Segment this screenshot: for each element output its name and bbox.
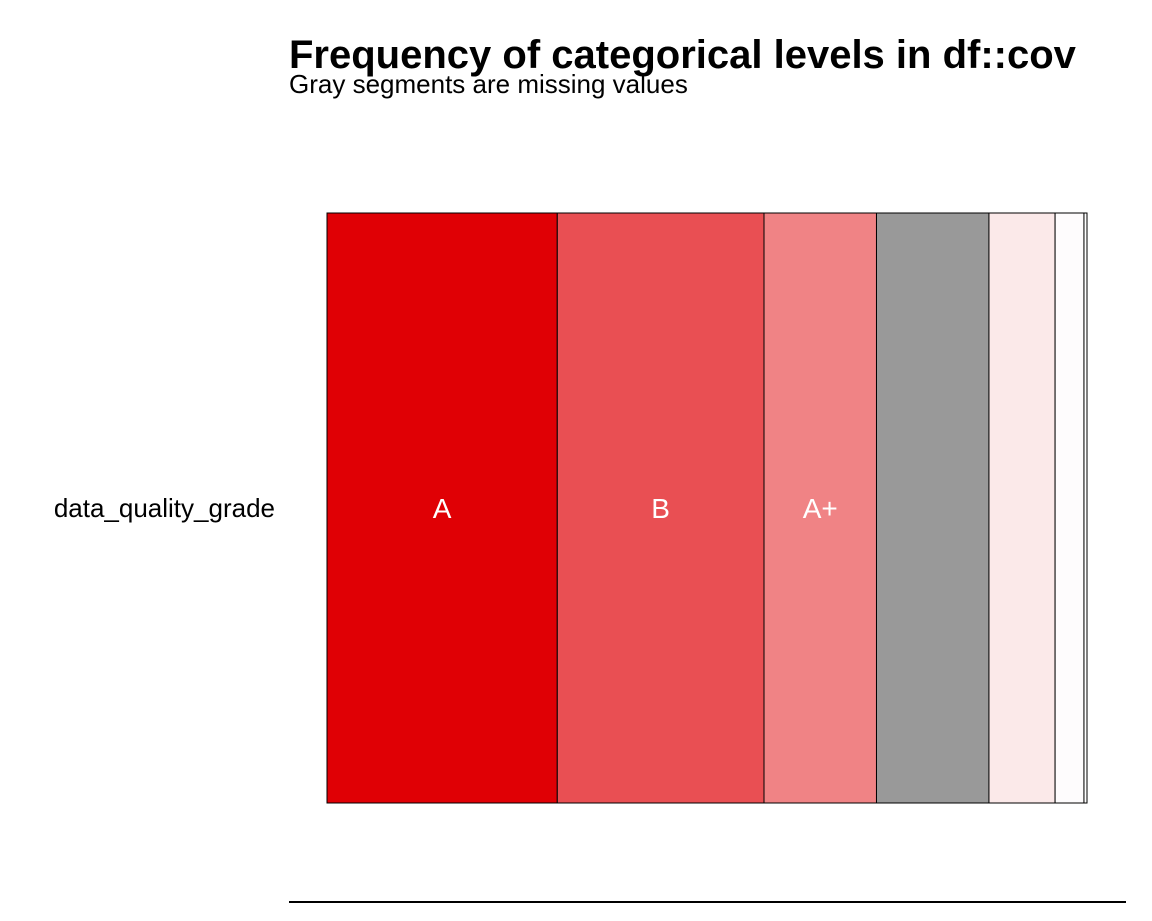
segment-labels: A B A+ (433, 493, 838, 524)
chart-title: Frequency of categorical levels in df::c… (289, 33, 1077, 77)
segment-label: A (433, 493, 452, 524)
bar-segment (1054, 212, 1085, 804)
bar-segment (326, 212, 558, 804)
bar-segment (1083, 212, 1088, 804)
bar-segment (988, 212, 1056, 804)
segment-label: B (651, 493, 670, 524)
bar-segment-missing (875, 212, 990, 804)
segment-label: A+ (803, 493, 838, 524)
category-label: data_quality_grade (54, 493, 275, 523)
bar-segment (763, 212, 877, 804)
category-labels: data_quality_grade (54, 493, 275, 523)
bar-segment (556, 212, 765, 804)
bar-segments (326, 212, 1088, 804)
chart-subtitle: Gray segments are missing values (289, 69, 688, 99)
